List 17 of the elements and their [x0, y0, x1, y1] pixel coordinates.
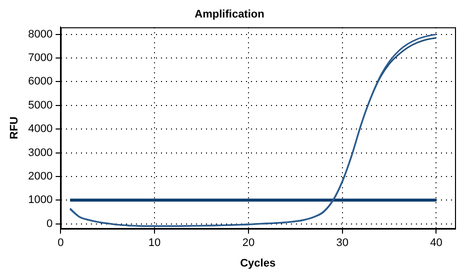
y-tick-label: 8000 [28, 28, 53, 40]
y-tick-label: 0 [46, 218, 53, 230]
y-tick-label: 7000 [28, 52, 53, 64]
y-axis-title: RFU [8, 116, 21, 140]
x-tick-label: 40 [430, 237, 442, 250]
y-tick-label: 1000 [28, 194, 53, 206]
y-tick-label: 6000 [28, 76, 53, 88]
y-tick-label: 5000 [28, 99, 53, 112]
y-tick-label: 4000 [28, 123, 53, 136]
x-tick-label: 30 [336, 237, 348, 250]
x-axis-title: Cycles [240, 257, 276, 270]
y-tick-label: 3000 [28, 146, 53, 159]
x-tick-label: 0 [58, 237, 64, 250]
chart-title: Amplification [194, 8, 265, 21]
x-tick-label: 20 [242, 237, 255, 250]
x-tick-label: 10 [148, 237, 161, 250]
y-tick-label: 2000 [28, 170, 53, 183]
